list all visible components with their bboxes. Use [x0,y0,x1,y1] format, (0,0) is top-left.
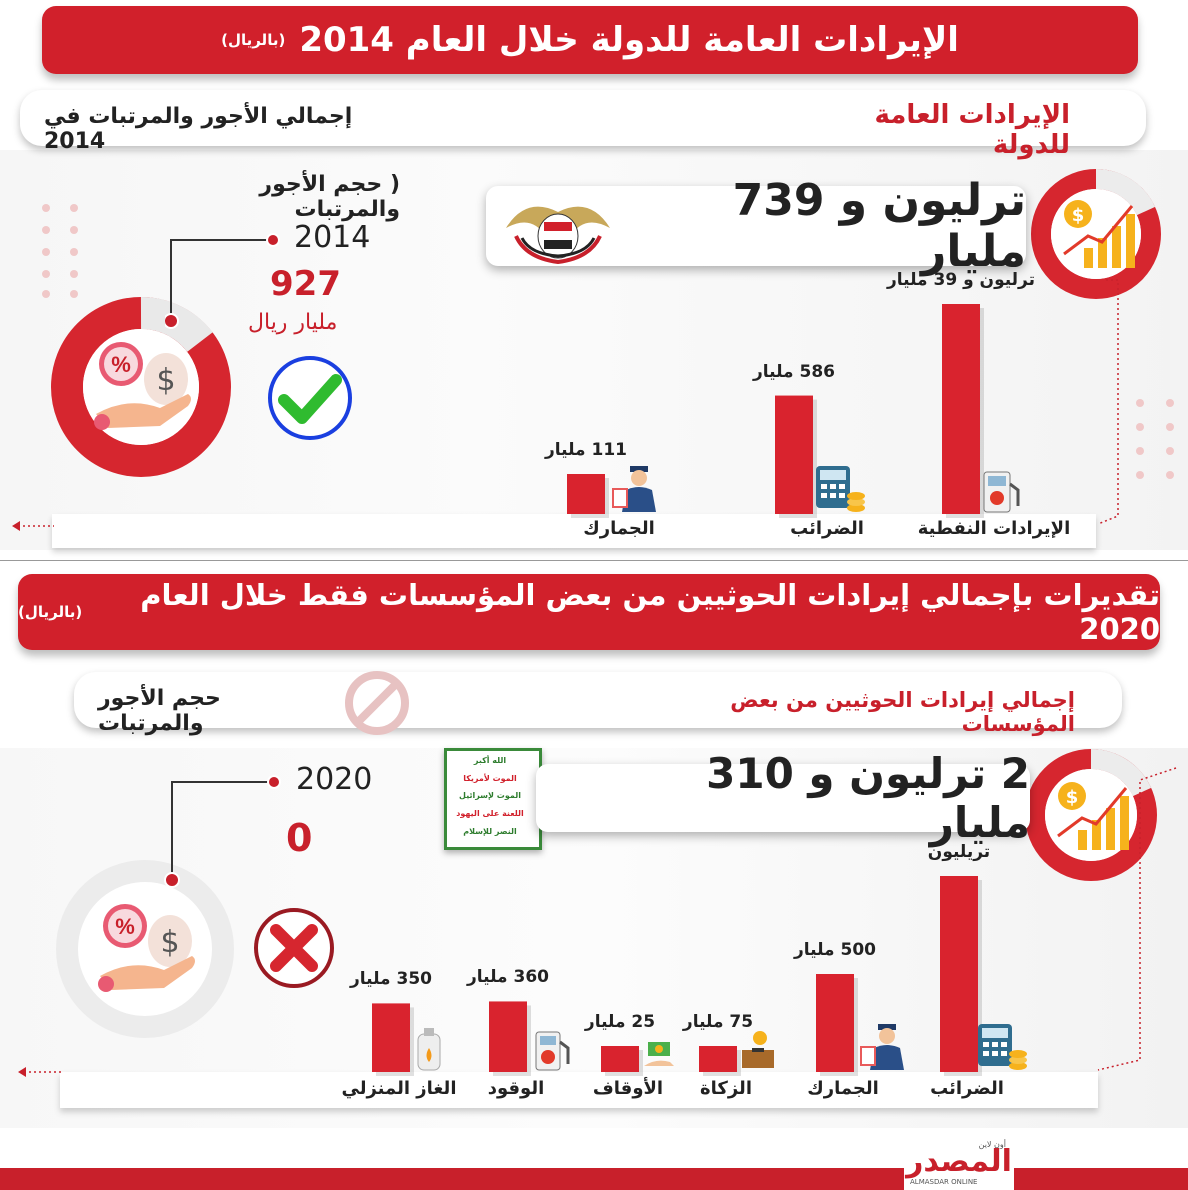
endowment-hand-icon [644,1042,674,1066]
section1-wages-value: 927 [270,264,341,304]
slogan-line: النصر للإسلام [463,826,517,836]
section1-title: الإيرادات العامة للدولة خلال العام 2014 [299,20,959,60]
svg-text:%: % [111,352,131,377]
footer-band [0,1168,1188,1190]
chart1-baseline-band [52,514,1096,548]
bar-value-label: 350 مليار [350,969,432,990]
category-label: الزكاة [700,1078,752,1099]
slogan-badge [444,748,542,850]
svg-text:%: % [115,914,135,939]
bar-value-label: 360 مليار [467,967,549,988]
section2-unit: (بالريال) [18,603,83,621]
section1-wages-pill-label: إجمالي الأجور والمرتبات في 2014 [44,104,353,154]
section2-wages-pill-label: حجم الأجور والمرتبات [98,686,221,736]
chart1-arrow-line [12,279,1119,531]
svg-text:$: $ [160,925,179,960]
bar [372,1003,410,1072]
section1-subheader-pill [20,90,1146,146]
svg-text:$: $ [156,363,175,398]
brand-logo-top: أون لاين [978,1140,1006,1149]
growth-chart-icon: $ [1063,200,1135,268]
category-label: الجمارك [807,1078,879,1099]
bar [940,876,978,1072]
section2-revenue-pill-label: إجمالي إيرادات الحوثيين من بعض المؤسسات [730,688,1075,736]
gas-cylinder-icon [417,1028,441,1071]
bar [489,1001,527,1072]
prohibited-icon [345,671,409,735]
section2-title: تقديرات بإجمالي إيرادات الحوثيين من بعض … [140,578,1160,646]
section2-title-banner: تقديرات بإجمالي إيرادات الحوثيين من بعض … [18,574,1160,650]
section2-wages-year: 2020 [296,762,373,797]
checkmark-icon [268,356,352,440]
bar-value-label: 586 مليار [753,361,835,382]
calculator-coins-icon-2020 [978,1024,1027,1070]
chart2-baseline-band [60,1072,1098,1108]
decorative-dots-left [42,204,78,298]
section2-wages-value: 0 [286,816,313,860]
category-label: الضرائب [790,518,864,539]
category-label: الوقود [487,1078,545,1099]
salary-hand-icon: % $ [94,342,191,430]
bar [567,474,605,514]
slogan-line: الله أكبر [473,756,507,766]
section1-total-value: ترليون و 739 مليار [732,175,1026,277]
zakat-box-icon [742,1031,774,1068]
wages-connector-line [165,233,280,329]
section2-total-value: 2 ترليون و 310 مليار [706,749,1030,847]
brand-logo: أون لاين المصدر ALMASDAR ONLINE [904,1140,1014,1190]
bar [601,1046,639,1072]
section1-revenue-pill-label: الإيرادات العامة للدولة [874,100,1070,160]
salary-hand-icon-2020: % $ [98,904,195,992]
bar [816,974,854,1072]
bar-value-label: 111 مليار [545,440,627,460]
category-label: الجمارك [583,518,655,539]
slogan-lines: الله أكبر الموت لأمريكا الموت لإسرائيل اللع… [448,752,532,840]
bar-value-label: ترليون و 39 مليار [886,270,1036,290]
svg-text:$: $ [1072,205,1085,226]
section1-wages-heading-text: حجم الأجور والمرتبات [259,172,400,222]
bar-value-label: تريليون [927,842,991,862]
category-label: الضرائب [930,1078,1004,1099]
section1-wages-unit: مليار ريال [248,310,338,335]
section2-total-pill: 2 ترليون و 310 مليار [536,749,1030,847]
wages-connector-line-2020 [164,775,281,888]
fuel-pump-icon [535,1031,570,1071]
bar [775,395,813,514]
bar-value-label: 75 مليار [682,1012,754,1032]
bar-value-label: 500 مليار [794,940,876,960]
slogan-line: الموت لإسرائيل [459,791,521,801]
section1-wages-year: 2014 [294,220,371,255]
yemen-emblem-icon [506,206,610,265]
brand-logo-text: المصدر [906,1144,1012,1179]
category-label: الأوقاف [592,1078,664,1099]
section1-title-banner: الإيرادات العامة للدولة خلال العام 2014 … [42,6,1138,74]
decorative-dots-right [1136,399,1174,479]
chart2-plot [372,876,982,1076]
slogan-line: الموت لأمريكا [463,773,517,783]
bar-value-label: 25 مليار [584,1012,656,1032]
svg-text:$: $ [1066,787,1079,808]
oil-pump-icon [983,471,1020,513]
category-label: الإيرادات النفطية [917,518,1071,539]
section-divider [0,560,1188,561]
cross-icon [254,908,334,988]
chart1-plot [567,304,984,518]
category-label: الغاز المنزلي [341,1078,457,1099]
customs-officer-icon-2020 [860,1024,904,1070]
section2-subheader-pill [74,672,1122,728]
section1-unit: (بالريال) [221,31,286,49]
customs-officer-icon [612,466,656,512]
growth-chart-icon-2020: $ [1057,782,1129,850]
bar [942,304,980,514]
slogan-line: اللعنة على اليهود [456,809,524,819]
section1-wages-heading: ( حجم الأجور والمرتبات [150,172,400,222]
calculator-coins-icon [816,466,865,512]
section1-wages-bracket: ( [389,172,400,197]
chart2-arrow-line [18,767,1177,1077]
bar [699,1046,737,1072]
brand-logo-bottom: ALMASDAR ONLINE [910,1178,978,1186]
